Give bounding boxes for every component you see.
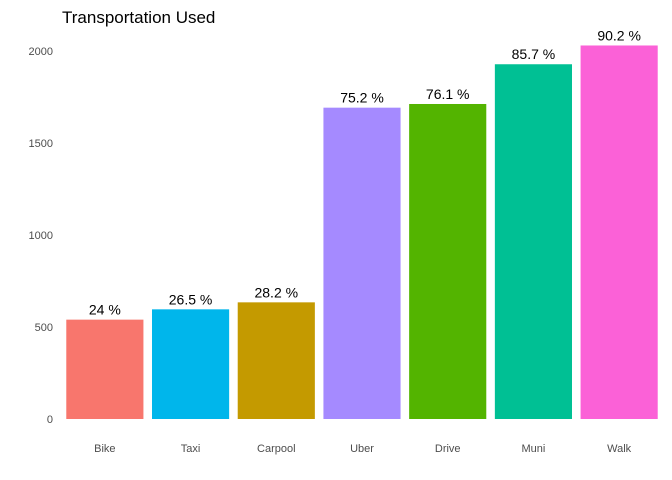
x-tick-label: Taxi <box>181 443 201 455</box>
x-tick-label: Bike <box>94 443 115 455</box>
data-label-taxi: 26.5 % <box>169 291 213 307</box>
bar-drive <box>409 103 487 419</box>
bar-carpool <box>237 302 315 419</box>
x-tick-label: Uber <box>350 443 374 455</box>
chart-title: Transportation Used <box>62 8 215 27</box>
data-label-drive: 76.1 % <box>426 86 470 102</box>
bar-taxi <box>152 309 230 419</box>
y-tick-label: 2000 <box>29 46 53 58</box>
y-tick-label: 1500 <box>29 138 53 150</box>
data-label-muni: 85.7 % <box>512 46 556 62</box>
data-labels: 24 % 26.5 % 28.2 % 75.2 % 76.1 % 85.7 % 90.2 % <box>89 27 641 317</box>
data-label-bike: 24 % <box>89 302 121 318</box>
bar-uber <box>323 107 401 419</box>
x-axis: Bike Taxi Carpool Uber Drive Muni Walk <box>94 443 632 455</box>
x-tick-label: Muni <box>522 443 546 455</box>
bar-bike <box>66 319 144 419</box>
bar-muni <box>494 64 572 420</box>
bar-walk <box>580 45 658 419</box>
bars <box>66 45 658 420</box>
x-tick-label: Drive <box>435 443 461 455</box>
y-tick-label: 0 <box>47 414 53 426</box>
data-label-uber: 75.2 % <box>340 90 384 106</box>
x-tick-label: Carpool <box>257 443 296 455</box>
data-label-walk: 90.2 % <box>597 27 641 43</box>
y-tick-label: 500 <box>35 322 53 334</box>
y-tick-label: 1000 <box>29 230 53 242</box>
data-label-carpool: 28.2 % <box>254 284 298 300</box>
x-tick-label: Walk <box>607 443 632 455</box>
y-axis: 0 500 1000 1500 2000 <box>29 46 53 426</box>
